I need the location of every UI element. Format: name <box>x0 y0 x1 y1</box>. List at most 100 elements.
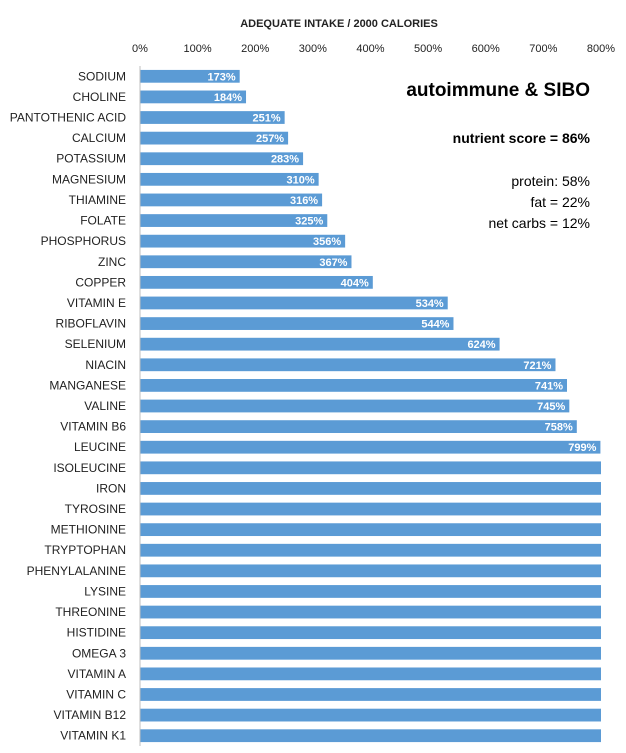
category-label: VITAMIN E <box>67 296 126 310</box>
category-label: LYSINE <box>84 584 126 598</box>
category-label: LEUCINE <box>74 440 126 454</box>
nutrient-score: nutrient score = 86% <box>452 130 590 146</box>
category-label: ZINC <box>98 255 126 269</box>
bar <box>140 605 601 619</box>
x-tick-label: 800% <box>587 43 615 55</box>
data-label: 404% <box>341 277 369 289</box>
category-label: MANGANESE <box>49 378 126 392</box>
bar <box>140 69 240 83</box>
data-label: 758% <box>545 422 573 434</box>
bar <box>140 708 601 722</box>
category-label: PANTOTHENIC ACID <box>10 111 127 125</box>
data-label: 745% <box>537 401 565 413</box>
chart-subtitle: autoimmune & SIBO <box>406 80 590 101</box>
data-label: 356% <box>313 236 341 248</box>
data-label: 799% <box>568 442 596 454</box>
data-label: 310% <box>286 174 314 186</box>
category-label: RIBOFLAVIN <box>56 317 126 331</box>
category-label: VITAMIN K1 <box>60 729 126 743</box>
category-label: VITAMIN B12 <box>54 708 127 722</box>
data-label: 184% <box>214 92 242 104</box>
bar <box>140 667 601 681</box>
fat-share: fat = 22% <box>530 194 590 210</box>
bar <box>140 296 448 310</box>
data-label: 721% <box>523 360 551 372</box>
data-label: 251% <box>252 113 280 125</box>
category-label: SODIUM <box>78 69 126 83</box>
bar <box>140 131 289 145</box>
bar <box>140 729 601 743</box>
bar <box>140 172 319 186</box>
category-label: VALINE <box>84 399 126 413</box>
bar <box>140 337 500 351</box>
bar <box>140 152 304 166</box>
bar <box>140 564 601 578</box>
category-label: MAGNESIUM <box>52 172 126 186</box>
category-label: SELENIUM <box>65 337 126 351</box>
bar <box>140 255 352 269</box>
data-label: 316% <box>290 195 318 207</box>
data-label: 544% <box>421 319 449 331</box>
x-tick-label: 200% <box>241 43 269 55</box>
bar <box>140 585 601 598</box>
category-label: PHENYLALANINE <box>27 564 126 578</box>
category-label: THREONINE <box>55 605 126 619</box>
category-label: TYROSINE <box>65 502 126 516</box>
protein-share: protein: 58% <box>511 173 590 189</box>
data-label: 173% <box>208 71 236 83</box>
bar <box>140 502 601 516</box>
x-tick-label: 500% <box>414 43 442 55</box>
x-tick-label: 0% <box>132 43 148 55</box>
category-label: FOLATE <box>80 214 126 228</box>
axis-title: ADEQUATE INTAKE / 2000 CALORIES <box>240 18 438 30</box>
bar <box>140 90 247 104</box>
bar <box>140 646 601 660</box>
bar <box>140 399 570 413</box>
data-label: 283% <box>271 154 299 166</box>
category-label: COPPER <box>75 275 126 289</box>
data-label: 325% <box>295 216 323 228</box>
category-label: METHIONINE <box>51 523 126 537</box>
category-label: ISOLEUCINE <box>53 461 126 475</box>
x-tick-label: 700% <box>529 43 557 55</box>
bar <box>140 523 601 537</box>
bar <box>140 543 601 557</box>
data-label: 257% <box>256 133 284 145</box>
x-tick-label: 100% <box>184 43 212 55</box>
data-label: 534% <box>416 298 444 310</box>
x-tick-label: 600% <box>472 43 500 55</box>
category-label: HISTIDINE <box>67 626 126 640</box>
bar <box>140 461 601 475</box>
bar <box>140 626 601 640</box>
bar <box>140 275 373 289</box>
bar <box>140 420 577 433</box>
x-tick-label: 300% <box>299 43 327 55</box>
bar <box>140 440 601 454</box>
bar <box>140 193 323 207</box>
category-label: CHOLINE <box>73 90 126 104</box>
bar <box>140 482 601 495</box>
bar <box>140 214 328 227</box>
bar <box>140 111 285 124</box>
category-label: CALCIUM <box>72 131 126 145</box>
net-carbs-share: net carbs = 12% <box>488 215 590 231</box>
bar <box>140 688 601 701</box>
data-label: 741% <box>535 380 563 392</box>
category-label: TRYPTOPHAN <box>44 543 126 557</box>
category-label: NIACIN <box>85 358 126 372</box>
category-label: POTASSIUM <box>56 152 126 166</box>
x-tick-label: 400% <box>356 43 384 55</box>
category-label: VITAMIN A <box>68 667 126 681</box>
category-label: VITAMIN B6 <box>60 420 126 434</box>
data-label: 624% <box>467 339 495 351</box>
data-label: 367% <box>319 257 347 269</box>
bar <box>140 358 556 372</box>
bar <box>140 317 454 330</box>
category-label: VITAMIN C <box>66 687 126 701</box>
bar <box>140 234 346 248</box>
category-label: PHOSPHORUS <box>41 234 126 248</box>
category-label: OMEGA 3 <box>72 646 126 660</box>
bar <box>140 379 567 392</box>
category-label: IRON <box>96 481 126 495</box>
